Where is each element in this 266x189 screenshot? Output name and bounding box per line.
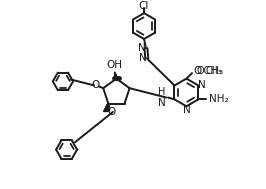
Text: O: O	[194, 66, 202, 76]
Text: N: N	[198, 80, 206, 90]
Text: CH₃: CH₃	[205, 66, 223, 76]
Text: N: N	[157, 98, 165, 108]
Text: H: H	[158, 87, 165, 97]
Text: N: N	[138, 43, 146, 53]
Text: NH₂: NH₂	[209, 94, 228, 104]
Text: OCH₃: OCH₃	[196, 66, 222, 76]
Text: N: N	[182, 105, 190, 115]
Text: N: N	[139, 53, 147, 63]
Text: O: O	[92, 80, 100, 90]
Text: O: O	[107, 107, 115, 117]
Polygon shape	[115, 72, 117, 79]
Text: OH: OH	[107, 60, 123, 70]
Text: Cl: Cl	[139, 1, 149, 11]
